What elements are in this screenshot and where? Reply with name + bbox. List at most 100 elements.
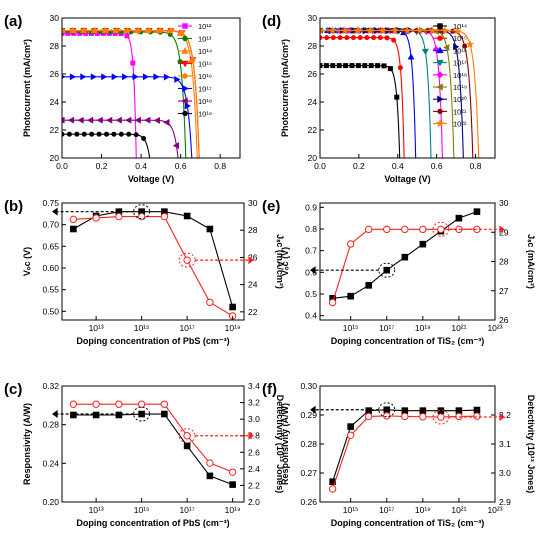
legend-marker	[437, 23, 443, 29]
data-point	[86, 116, 94, 124]
legend-marker	[436, 71, 444, 79]
arrow-head	[310, 266, 316, 275]
y-tick-label: 0.4	[305, 311, 317, 321]
data-point	[142, 73, 150, 81]
data-point	[69, 400, 78, 408]
data-point	[111, 73, 118, 81]
y2-tick-label: 2.6	[248, 447, 260, 457]
data-point	[401, 225, 409, 234]
plot-area	[328, 406, 481, 493]
chart-panel-b: 10¹³ 10¹⁵ 10¹⁷ 10¹⁹ 0.50 0.55 0.60 0.65 0.70 0.75…	[4, 198, 285, 346]
data-point	[337, 35, 343, 41]
y-tick-label: 26	[308, 69, 318, 79]
plot-area	[328, 208, 481, 307]
data-point	[89, 131, 95, 137]
data-point	[137, 400, 146, 408]
legend-marker	[437, 95, 444, 103]
arrow-head	[310, 405, 316, 414]
data-point	[383, 412, 391, 420]
legend-marker	[181, 97, 188, 105]
highlight-ellipse	[133, 204, 151, 220]
series-line	[73, 413, 233, 486]
series-line	[62, 32, 137, 158]
y-tick-label: 0.26	[300, 497, 317, 507]
data-point	[346, 240, 355, 248]
panel-label: (d)	[262, 13, 281, 30]
y-tick-label: 0.28	[300, 439, 317, 449]
data-point	[81, 28, 87, 34]
data-point	[184, 102, 191, 110]
x-tick-label: 10¹³	[89, 323, 104, 333]
series-line	[332, 409, 477, 482]
x-tick-label: 10²¹	[451, 505, 466, 515]
chart-panel-a: 0.0 0.2 0.4 0.6 0.8 20 22 24 26 28 30 Voltage (V) Ph…	[4, 13, 241, 184]
legend-label: 10¹⁶	[453, 46, 467, 55]
y-tick-label: 0.9	[305, 202, 317, 212]
y2-tick-label: 26	[499, 315, 509, 325]
data-point	[92, 400, 100, 408]
legend-label: 10¹⁴	[198, 47, 212, 56]
data-point	[383, 266, 391, 274]
x-axis-label: Doping concentration of PbS (cm⁻³)	[76, 518, 229, 528]
x-tick-label: 10¹⁹	[225, 323, 241, 333]
x-tick-label: 10¹³	[89, 505, 104, 515]
series-line	[320, 30, 464, 158]
data-point	[183, 442, 191, 450]
x-tick-label: 0.6	[175, 161, 187, 171]
data-point	[473, 406, 481, 414]
data-point	[77, 116, 84, 124]
data-point	[124, 28, 130, 34]
y-tick-label: 20	[50, 153, 60, 163]
data-point	[443, 44, 450, 51]
y-tick-label: 24	[50, 97, 60, 107]
panel-label: (f)	[262, 381, 277, 398]
legend-marker	[437, 35, 443, 41]
data-point	[69, 215, 78, 224]
data-point	[115, 411, 123, 419]
data-point	[92, 214, 100, 222]
series-line	[73, 211, 234, 308]
data-point	[415, 26, 425, 35]
y-tick-label: 28	[50, 41, 60, 51]
chart-panel-c: 10¹³ 10¹⁵ 10¹⁷ 10¹⁹ 0.20 0.24 0.28 0.32 2.0 2.2 2.…	[4, 381, 285, 528]
data-point	[92, 411, 100, 419]
y2-axis-label: Jₛᴄ (mA/cm²)	[526, 234, 536, 289]
data-point	[390, 26, 400, 35]
x-axis-label: Doping concentration of TiS₂ (cm⁻³)	[331, 518, 485, 528]
legend-label: 10¹⁷	[453, 59, 467, 68]
data-point	[371, 35, 377, 41]
x-tick-label: 10¹⁵	[343, 505, 359, 515]
data-point	[355, 63, 361, 69]
y-tick-label: 0.32	[42, 381, 59, 391]
legend-label: 10²¹	[453, 107, 467, 116]
y-tick-label: 0.27	[300, 468, 317, 478]
axes-frame	[61, 17, 241, 159]
y2-tick-label: 28	[499, 257, 509, 267]
data-point	[344, 35, 350, 41]
arrow-head	[499, 225, 505, 234]
legend-marker	[436, 83, 443, 91]
x-tick-label: 10¹⁹	[415, 505, 431, 515]
x-axis-label: Voltage (V)	[128, 174, 174, 184]
data-point	[401, 407, 409, 414]
data-point	[62, 116, 65, 124]
data-point	[229, 481, 236, 488]
data-point	[465, 39, 475, 48]
data-point	[364, 35, 370, 41]
legend-marker	[182, 73, 188, 79]
x-tick-label: 0.6	[431, 161, 443, 171]
data-point	[122, 73, 129, 81]
series-line	[320, 37, 405, 158]
y2-tick-label: 3.2	[499, 410, 511, 420]
data-point	[101, 73, 108, 81]
y-tick-label: 0.24	[42, 458, 59, 468]
data-point	[70, 28, 76, 34]
panel-label: (a)	[4, 13, 22, 30]
data-point	[455, 407, 463, 414]
data-point	[340, 26, 350, 35]
data-point	[347, 423, 354, 430]
y2-tick-label: 3.0	[499, 468, 511, 478]
data-point	[74, 131, 80, 137]
data-point	[437, 225, 445, 234]
